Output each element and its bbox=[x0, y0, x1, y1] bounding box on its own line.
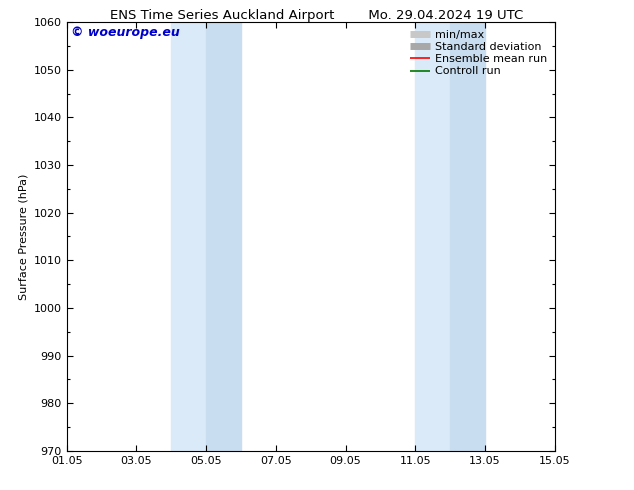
Bar bbox=[206, 22, 241, 451]
Text: © woeurope.eu: © woeurope.eu bbox=[72, 26, 180, 39]
Y-axis label: Surface Pressure (hPa): Surface Pressure (hPa) bbox=[18, 173, 28, 299]
Legend: min/max, Standard deviation, Ensemble mean run, Controll run: min/max, Standard deviation, Ensemble me… bbox=[408, 27, 549, 79]
Bar bbox=[171, 22, 206, 451]
Bar bbox=[415, 22, 450, 451]
Text: ENS Time Series Auckland Airport        Mo. 29.04.2024 19 UTC: ENS Time Series Auckland Airport Mo. 29.… bbox=[110, 9, 524, 22]
Bar bbox=[450, 22, 485, 451]
